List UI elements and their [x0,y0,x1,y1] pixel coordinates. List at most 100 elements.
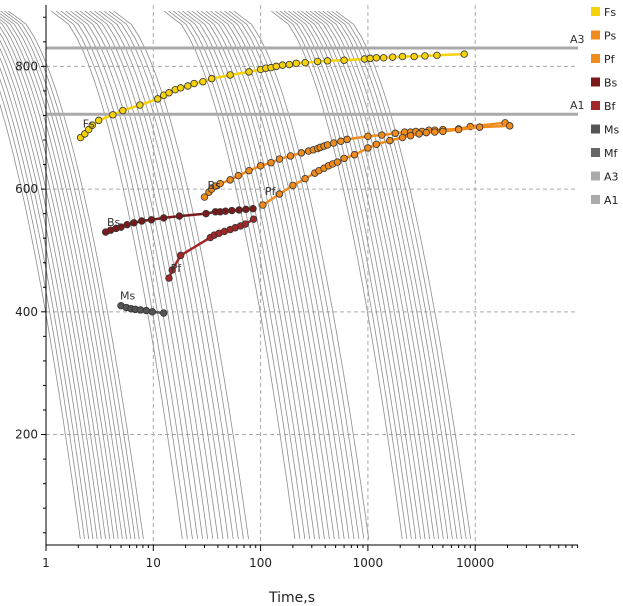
point-pf [386,136,394,145]
point-bs [175,212,184,220]
point-fs [421,52,429,60]
cooling-curve [163,10,296,539]
cooling-curve [205,10,340,539]
point-pf [406,132,415,140]
point-pf [415,130,423,138]
point-ps [275,155,284,163]
point-label: Pf [171,262,183,275]
hline-label-a1: A1 [570,99,585,112]
cooling-curve [187,10,320,539]
cooling-curve [75,10,209,539]
point-ps [329,139,338,147]
cooling-curve [98,10,234,539]
point-ps [391,129,399,137]
cooling-curve [0,32,111,539]
legend-label-ms: Ms [604,124,619,137]
point-fs [313,57,322,66]
point-fs [184,82,192,90]
legend-swatch-mf [591,148,600,157]
cooling-curve [51,10,183,539]
point-fs [340,56,348,64]
point-bs [138,217,146,225]
cooling-curve [305,10,440,539]
legend-label-mf: Mf [604,147,618,160]
point-fs [109,111,117,119]
point-bs [221,207,230,215]
point-ps [226,176,234,184]
cooling-curve [0,90,85,539]
y-tick-label: 200 [15,428,38,442]
point-fs [292,59,300,67]
cooling-curve [335,10,471,539]
point-fs [154,95,162,103]
point-pf [475,123,484,131]
legend-swatch-bf [591,101,600,110]
point-bs [159,214,168,222]
point-ps [245,166,253,175]
point-fs [379,54,388,62]
point-pf [454,125,463,134]
point-labels: Fs Bs Pf Bs Pf Ms [83,118,277,303]
legend-label-a1: A1 [604,194,619,207]
point-pf [333,158,342,166]
point-pf [364,144,372,152]
point-pf [372,140,381,148]
cooling-curve [228,10,365,539]
cooling-curve [94,10,229,539]
point-fs [388,53,397,61]
x-tick-label: 10 [146,556,161,570]
point-fs [372,54,381,62]
point-fs [272,62,280,71]
cooling-curve [224,10,360,539]
cooling-curve [219,10,355,539]
cooling-curve [0,19,123,539]
y-tick-label: 600 [15,182,38,196]
point-label: Pf [265,185,277,198]
cooling-curve [0,39,106,539]
axes: 1 10 100 1000 10000 200 400 600 800 Time,s [15,5,579,606]
point-ps [216,179,224,188]
cooling-curve [8,10,144,539]
point-bf [165,274,173,282]
cooling-curve [0,47,102,539]
cooling-curve [0,78,90,539]
point-ps [256,162,265,170]
point-fs [207,74,216,83]
cooling-curve [200,10,335,539]
point-fs [165,89,173,97]
point-pf [506,122,514,130]
y-tick-label: 800 [15,59,38,73]
point-fs [398,52,407,61]
legend-swatch-bs [591,77,600,87]
threshold-lines: A3 A1 [46,33,585,116]
cooling-curve [309,10,444,539]
point-fs [301,58,309,67]
point-bs [123,220,131,229]
cooling-curves [0,10,471,539]
legend-label-ps: Ps [604,30,616,43]
cooling-curve [296,10,430,539]
legend-swatch-pf [591,54,600,63]
legend: Fs Ps Pf Bs Bf Ms Mf A3 A1 [591,6,619,207]
point-pf [398,133,407,142]
cooling-curve [60,10,193,539]
point-ps [323,141,332,149]
cooling-curve [0,57,98,539]
point-ps [343,135,351,144]
point-fs [190,79,198,88]
x-tick-label: 1 [42,556,50,570]
point-fs [366,54,374,63]
point-fs [199,78,207,86]
series-lines [76,50,514,317]
hline-label-a3: A3 [570,33,585,46]
cooling-curve [191,10,325,539]
cooling-curve [196,10,330,539]
x-tick-label: 10000 [456,556,494,570]
point-fs [88,121,96,129]
grid [45,5,578,545]
point-fs [460,50,468,58]
legend-label-bf: Bf [604,100,617,113]
point-ms [148,308,157,316]
point-fs [136,101,144,109]
